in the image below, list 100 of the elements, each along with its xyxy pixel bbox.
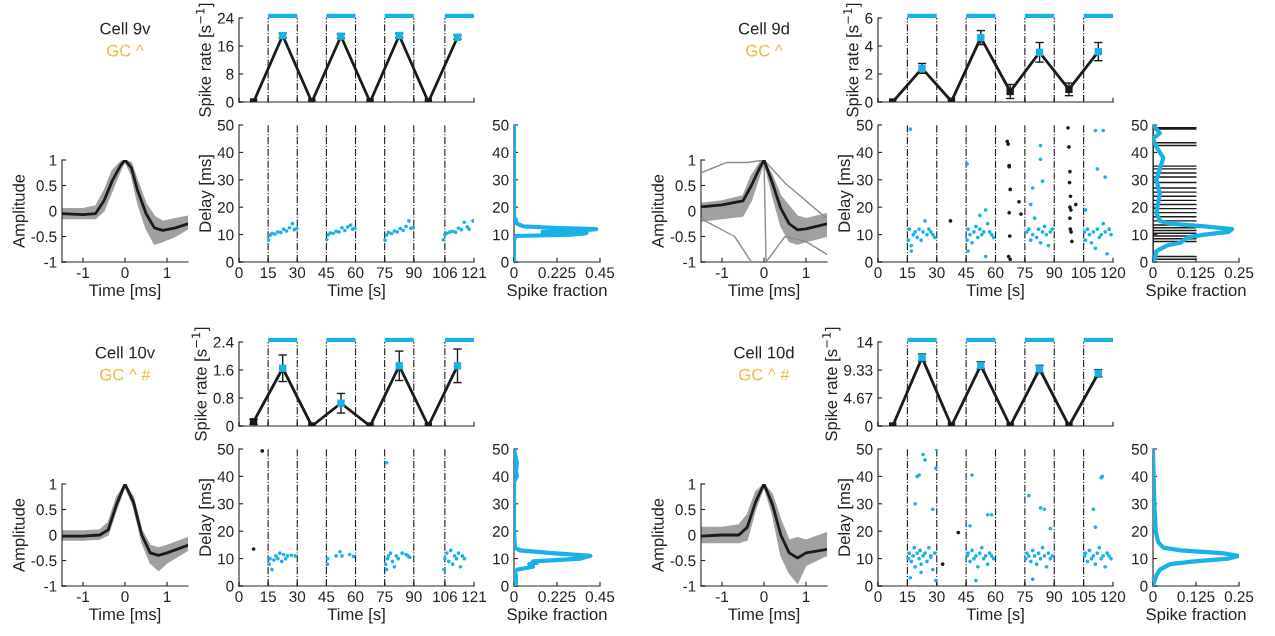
- x-tick-label: 15: [900, 591, 916, 603]
- x-tick-label: 60: [987, 591, 1004, 603]
- y-tick-label: 9.33: [844, 364, 873, 376]
- y-tick-label: 0.5: [675, 180, 696, 192]
- y-tick-label: -0.5: [670, 231, 696, 243]
- x-tick-label: 0: [874, 267, 882, 279]
- y-tick-label: 0: [501, 256, 509, 268]
- x-tick-label: 60: [987, 267, 1004, 279]
- x-tick-label: -1: [715, 591, 729, 602]
- y-axis-title: Spike rate [s$^{−1}$]: [195, 3, 215, 117]
- x-tick-label: -1: [76, 591, 90, 602]
- x-tick-label: 45: [957, 267, 974, 279]
- y-tick-label: 14: [857, 337, 873, 348]
- x-tick-label: 0: [235, 267, 243, 279]
- y-tick-label: 30: [1131, 498, 1148, 510]
- x-tick-label: 1: [802, 591, 810, 602]
- x-axis-title: Time [s]: [327, 283, 385, 300]
- x-tick-label: 15: [900, 267, 916, 279]
- x-tick-label: 60: [347, 267, 364, 279]
- x-tick-label: 0: [874, 591, 882, 603]
- x-tick-label: 0.45: [585, 591, 615, 603]
- y-tick-label: 20: [217, 202, 234, 213]
- y-tick-label: 1: [49, 479, 57, 490]
- x-tick-label: 30: [289, 591, 306, 603]
- x-tick-label: 0: [510, 591, 518, 603]
- y-axis-title: Amplitude: [12, 498, 29, 573]
- y-tick-label: 50: [492, 119, 509, 131]
- y-tick-label: 30: [856, 174, 873, 186]
- x-tick-label: 0: [760, 267, 768, 279]
- y-tick-label: 0: [865, 420, 873, 432]
- x-axis-title: Spike fraction: [507, 607, 607, 624]
- y-tick-label: 1: [49, 155, 57, 166]
- y-tick-label: 0: [865, 580, 873, 592]
- x-axis-title: Spike fraction: [1146, 283, 1246, 300]
- y-tick-label: 0: [226, 420, 234, 432]
- y-tick-label: -1: [683, 257, 696, 268]
- x-axis-title: Spike fraction: [1146, 607, 1246, 624]
- x-tick-label: 75: [1017, 591, 1033, 603]
- x-tick-label: 121: [462, 267, 486, 278]
- x-tick-label: 0.225: [538, 267, 576, 279]
- y-tick-label: 1: [688, 155, 696, 166]
- x-tick-label: 0.225: [538, 591, 576, 603]
- x-tick-label: 45: [318, 591, 335, 603]
- x-tick-label: 75: [376, 591, 393, 603]
- y-tick-label: 16: [218, 40, 234, 52]
- y-tick-label: 20: [856, 526, 873, 537]
- y-tick-label: 10: [218, 229, 234, 241]
- x-tick-label: 15: [260, 591, 276, 603]
- x-tick-label: 30: [289, 267, 306, 279]
- x-tick-label: 1: [163, 267, 171, 278]
- y-tick-label: 50: [856, 119, 873, 131]
- y-tick-label: 20: [217, 526, 234, 537]
- y-tick-label: 10: [218, 553, 234, 565]
- x-axis-title: Time [s]: [327, 607, 385, 624]
- x-axis-title: Time [s]: [966, 283, 1024, 300]
- x-tick-label: 45: [318, 267, 335, 279]
- y-tick-label: 2.4: [213, 336, 234, 348]
- y-tick-label: -1: [44, 257, 57, 268]
- y-axis-title: Amplitude: [12, 174, 29, 249]
- y-tick-label: 10: [493, 553, 509, 565]
- x-tick-label: 0: [1149, 267, 1157, 279]
- chart-subtitle: GC ^: [107, 44, 144, 57]
- y-tick-label: 0: [49, 205, 57, 217]
- x-tick-label: 121: [462, 591, 486, 602]
- x-axis-title: Time [ms]: [89, 607, 161, 624]
- x-tick-label: 30: [928, 591, 945, 603]
- chart-subtitle: GC ^: [746, 44, 783, 57]
- chart-title: Cell 9d: [738, 22, 789, 35]
- y-tick-label: 1: [688, 479, 696, 490]
- y-tick-label: 50: [1131, 119, 1148, 131]
- chart-title: Cell 10v: [95, 346, 156, 359]
- x-tick-label: 0: [235, 591, 243, 603]
- y-tick-label: 0: [501, 580, 509, 592]
- y-tick-label: -1: [44, 581, 57, 592]
- x-tick-label: 105: [1072, 267, 1096, 279]
- x-tick-label: 0: [121, 591, 129, 603]
- y-tick-label: 1.6: [214, 364, 234, 376]
- x-tick-label: 1: [802, 267, 810, 278]
- y-tick-label: 0: [688, 205, 696, 217]
- y-tick-label: 0.5: [675, 504, 696, 516]
- y-axis-title: Amplitude: [651, 174, 668, 249]
- y-tick-label: 40: [1131, 147, 1148, 159]
- y-tick-label: 40: [217, 147, 234, 159]
- y-tick-label: 24: [217, 12, 234, 24]
- y-tick-label: 20: [492, 202, 509, 213]
- y-axis-title: Delay [ms]: [198, 155, 215, 232]
- x-tick-label: 90: [1046, 267, 1063, 279]
- x-tick-label: -1: [715, 267, 729, 278]
- y-tick-label: 10: [1132, 229, 1148, 241]
- y-tick-label: 0: [226, 256, 234, 268]
- y-tick-label: 0: [688, 529, 696, 541]
- y-tick-label: 0: [226, 580, 234, 592]
- chart-title: Cell 9v: [100, 22, 151, 35]
- y-tick-label: 0: [1140, 256, 1148, 268]
- y-tick-label: -0.5: [31, 231, 57, 243]
- chart-title: Cell 10d: [734, 346, 794, 359]
- y-tick-label: 40: [217, 471, 234, 483]
- y-tick-label: 40: [492, 147, 509, 159]
- x-tick-label: 60: [347, 591, 364, 603]
- x-tick-label: 120: [1101, 267, 1126, 279]
